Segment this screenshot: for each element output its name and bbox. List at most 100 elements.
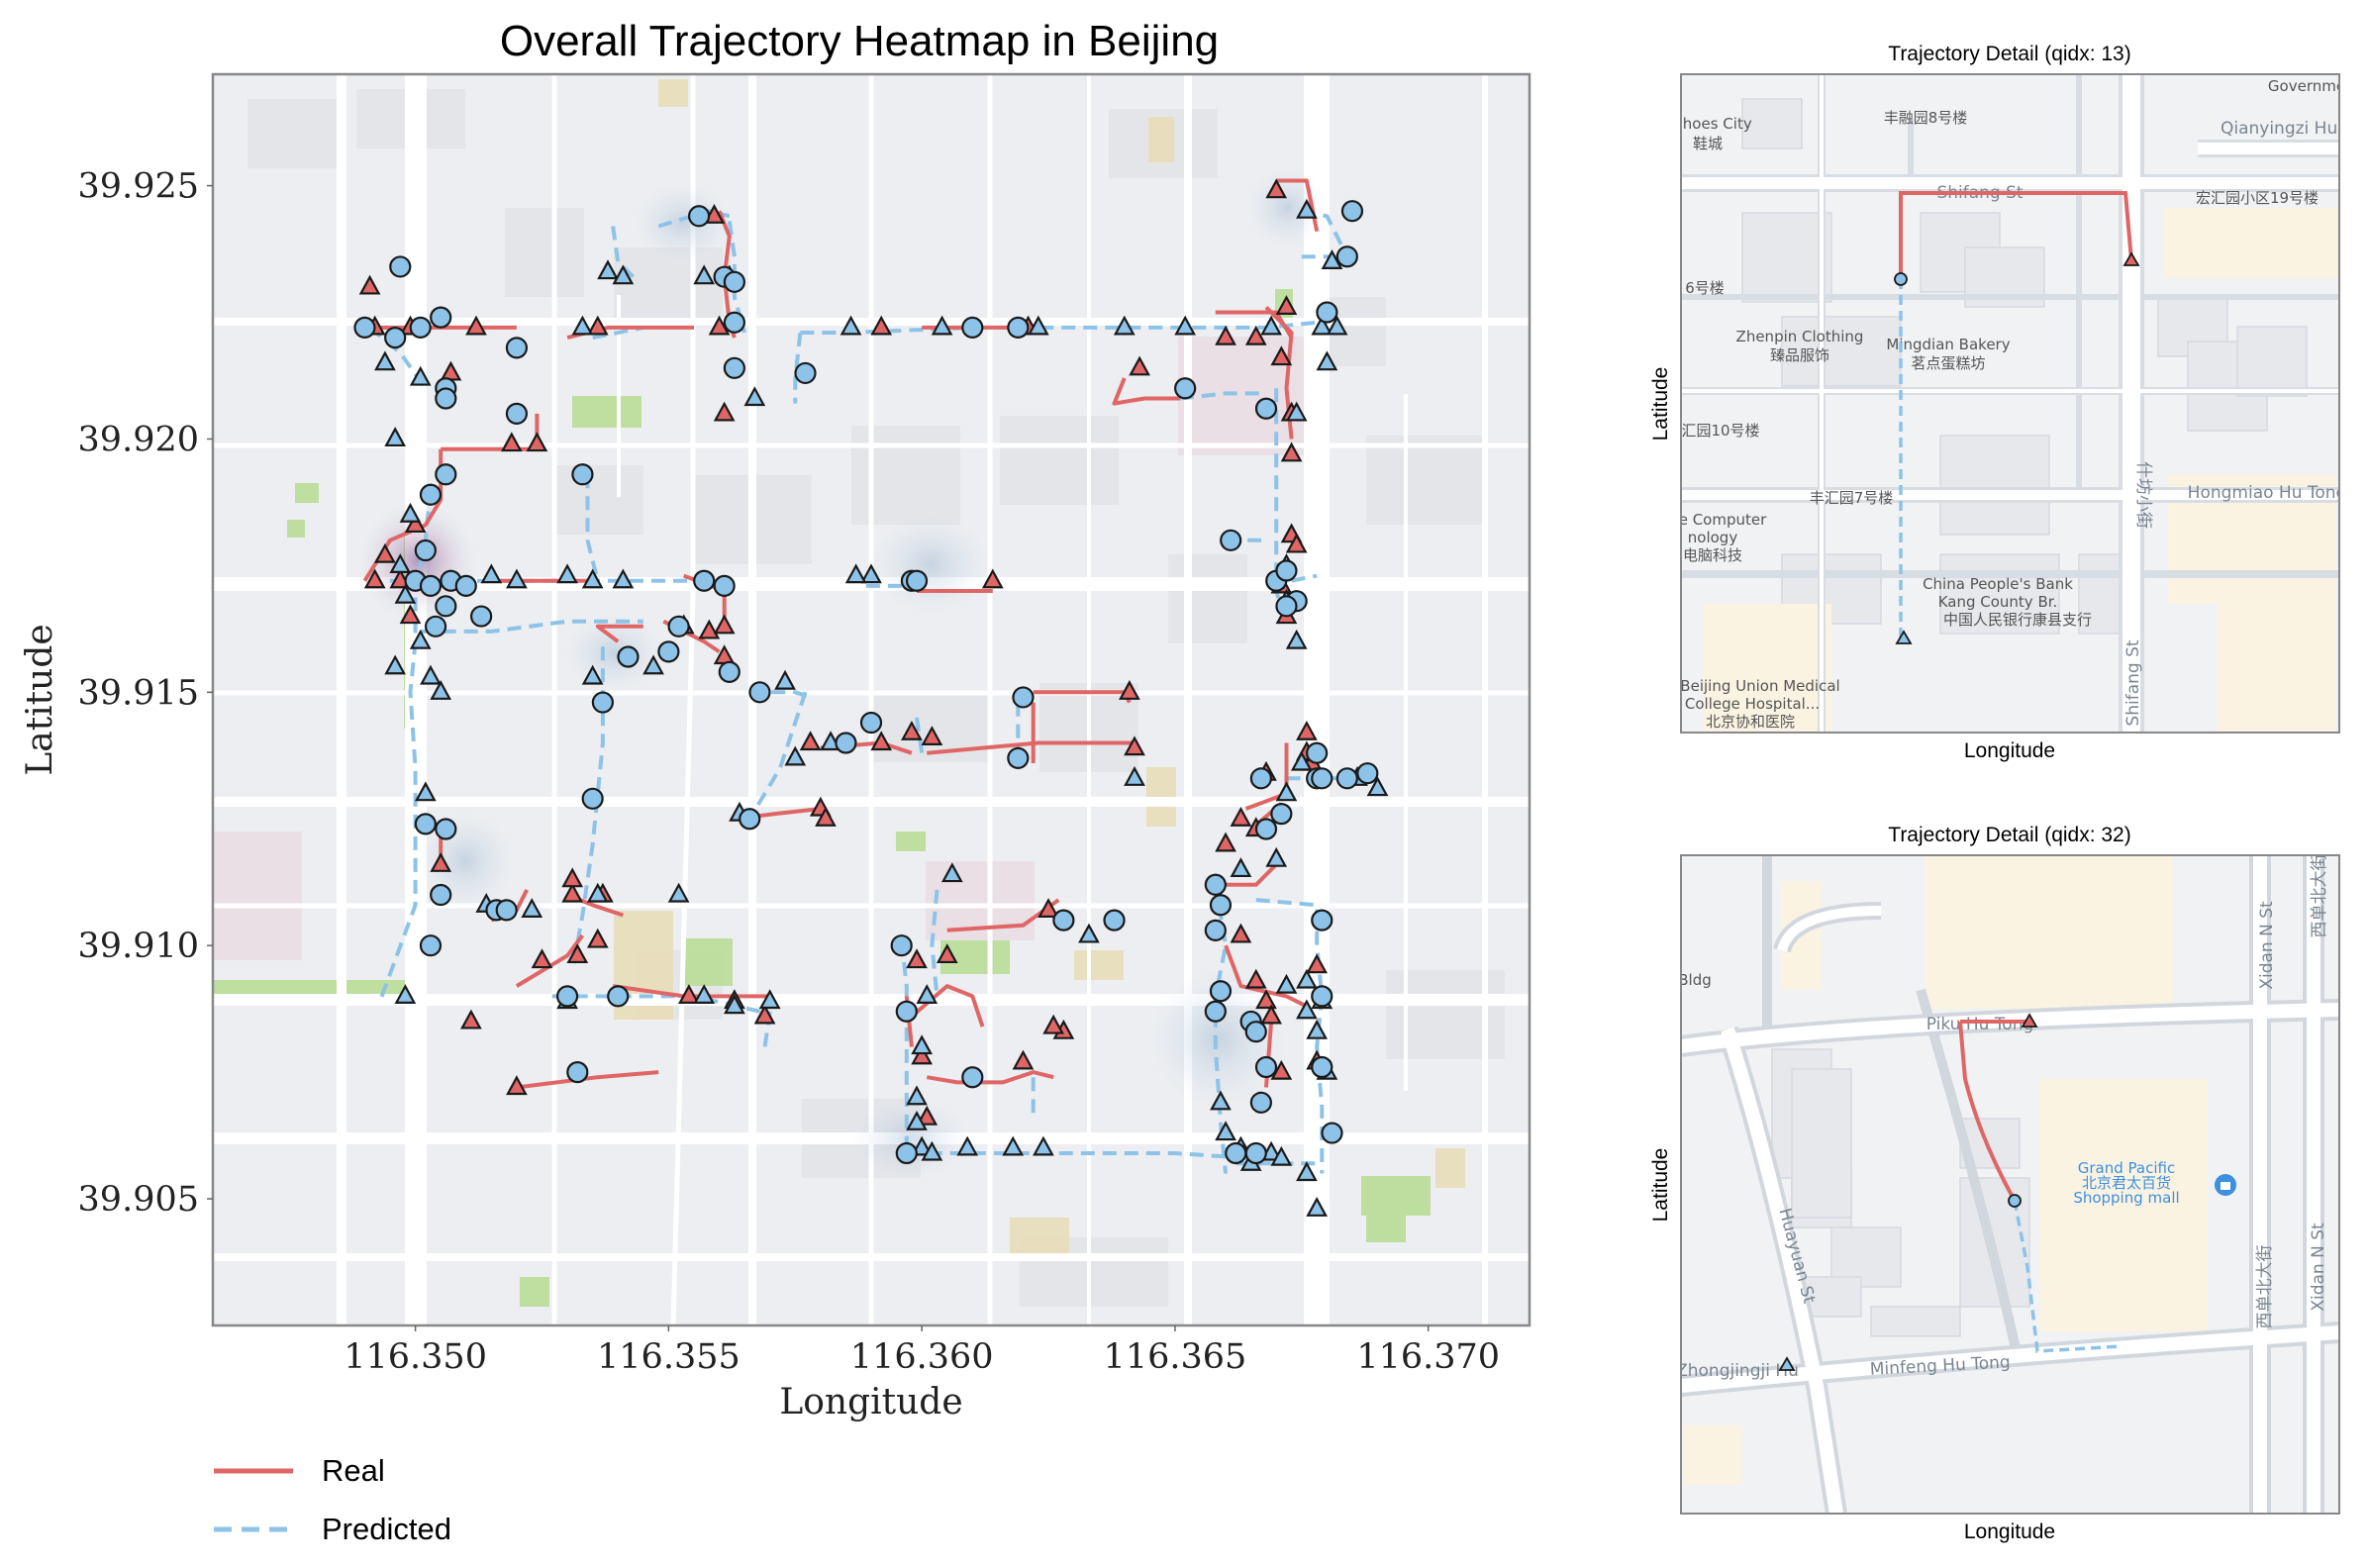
detail2-map: Piku Hu Tong Grand Pacific 北京君太百货 Shoppi… [1681,854,2339,1514]
predicted-circle-marker [1103,909,1126,931]
predicted-trajectory-line [1255,898,1325,1174]
predicted-circle-marker [835,732,857,754]
d1-label-computer-cn: 电脑科技 [1683,546,1742,564]
d2-label-xidan-cn-bottom: 西单北大街 [2255,1245,2275,1329]
real-trajectory-line [516,1070,659,1090]
predicted-triangle-marker [612,568,635,589]
predicted-triangle-marker [1275,781,1298,802]
real-trajectory-line [1112,377,1180,406]
predicted-circle-marker [859,711,883,735]
predicted-circle-marker [1225,1141,1247,1165]
predicted-trajectory-line [592,325,644,341]
d1-label-bank-branch: Kang County Br. [1938,593,2058,611]
main-plot-area [353,178,1389,1217]
real-triangle-marker [936,943,958,964]
predicted-circle-marker [1275,559,1298,582]
predicted-triangle-marker [1296,1161,1318,1182]
predicted-circle-marker [1209,980,1233,1003]
predicted-circle-marker [495,899,518,922]
predicted-triangle-marker [839,315,862,336]
predicted-circle-marker [895,1141,918,1165]
predicted-circle-marker [430,306,452,329]
real-triangle-marker [870,315,893,336]
y-tick-label: 39.905 [78,1180,199,1220]
predicted-triangle-marker [612,264,635,285]
predicted-triangle-marker [1366,776,1389,797]
real-trajectory-line [926,1070,1054,1085]
predicted-triangle-marker [724,994,745,1015]
predicted-circle-marker [419,483,443,506]
real-triangle-marker [1230,923,1252,943]
d1-label-shoes-city: Shoes City [1673,115,1752,133]
d2-predicted-path [2013,1200,2123,1353]
d1-label-honghui: 宏汇园小区19号楼 [2196,189,2319,207]
real-triangle-marker [911,1044,934,1065]
real-triangle-marker [916,1105,938,1126]
predicted-circle-marker [505,337,529,359]
predicted-triangle-marker [1316,350,1338,371]
real-triangle-marker [399,604,422,625]
real-triangle-marker [460,1009,482,1029]
predicted-trajectory-line [570,646,605,972]
predicted-circle-marker [1311,1055,1333,1079]
predicted-triangle-marker [860,563,882,584]
real-triangle-marker [586,928,609,948]
real-triangle-marker [713,614,736,635]
predicted-triangle-marker [1265,846,1288,867]
predicted-circle-marker [961,1066,984,1089]
predicted-triangle-marker [1275,973,1298,994]
real-triangle-marker [1012,1049,1035,1070]
predicted-circle-marker [389,255,412,278]
predicted-circle-marker [353,316,376,339]
x-tick-label: 116.350 [344,1337,487,1377]
predicted-circle-marker [667,615,690,637]
real-triangle-marker [506,1075,528,1096]
d2-real-path [1958,1021,2017,1202]
d1-label-zhenpin: Zhenpin Clothing [1736,328,1864,345]
predicted-triangle-marker [409,365,432,386]
predicted-triangle-marker [399,502,422,523]
real-triangle-marker [430,852,452,872]
predicted-triangle-marker [1002,1135,1025,1156]
detail2-title: Trajectory Detail (qidx: 32) [1888,824,2130,846]
predicted-triangle-marker [1285,629,1308,649]
d2-label-xidan-bottom: Xidan N St [2309,1223,2328,1312]
d1-label-zhenpin-cn: 臻品服饰 [1770,346,1829,364]
real-triangle-marker [1244,968,1267,989]
predicted-trajectory-line [420,619,643,634]
real-trajectory-line [1224,944,1308,1009]
predicted-circle-marker [1356,762,1379,785]
d1-label-hongmiao: Hongmiao Hu Tong [2188,483,2347,503]
real-triangle-marker [1270,345,1293,366]
real-triangle-marker [1042,1014,1065,1034]
x-tick-label: 116.365 [1104,1337,1247,1377]
predicted-circle-marker [617,645,640,668]
predicted-triangle-marker [758,989,781,1010]
real-triangle-marker [799,731,822,751]
real-triangle-marker [526,432,548,452]
predicted-circle-marker [657,640,680,663]
main-x-axis-label: Longitude [779,1382,962,1422]
predicted-circle-marker [1204,919,1227,941]
y-tick-label: 39.925 [78,167,199,207]
d2-label-xidan-cn-top: 西单北大街 [2310,854,2329,938]
predicted-triangle-marker [414,781,437,802]
real-triangle-marker [1119,680,1140,700]
d1-real-path [1899,191,2133,279]
real-triangle-marker [1296,720,1318,740]
predicted-circle-marker [384,327,407,349]
predicted-circle-marker [1007,316,1030,339]
predicted-triangle-marker [1027,315,1049,336]
predicted-triangle-marker [374,350,396,371]
predicted-triangle-marker [1326,315,1348,336]
real-triangle-marker [1124,735,1145,756]
predicted-triangle-marker [931,315,953,336]
predicted-trajectory-line [906,1151,1251,1161]
main-map-background [213,74,1530,1325]
real-triangle-marker [1255,989,1277,1010]
predicted-circle-marker [555,985,579,1008]
predicted-trajectory-line [899,939,909,1148]
predicted-circle-marker [1311,767,1333,790]
predicted-triangle-marker [693,264,716,285]
main-chart-title: Overall Trajectory Heatmap in Beijing [500,17,1219,65]
